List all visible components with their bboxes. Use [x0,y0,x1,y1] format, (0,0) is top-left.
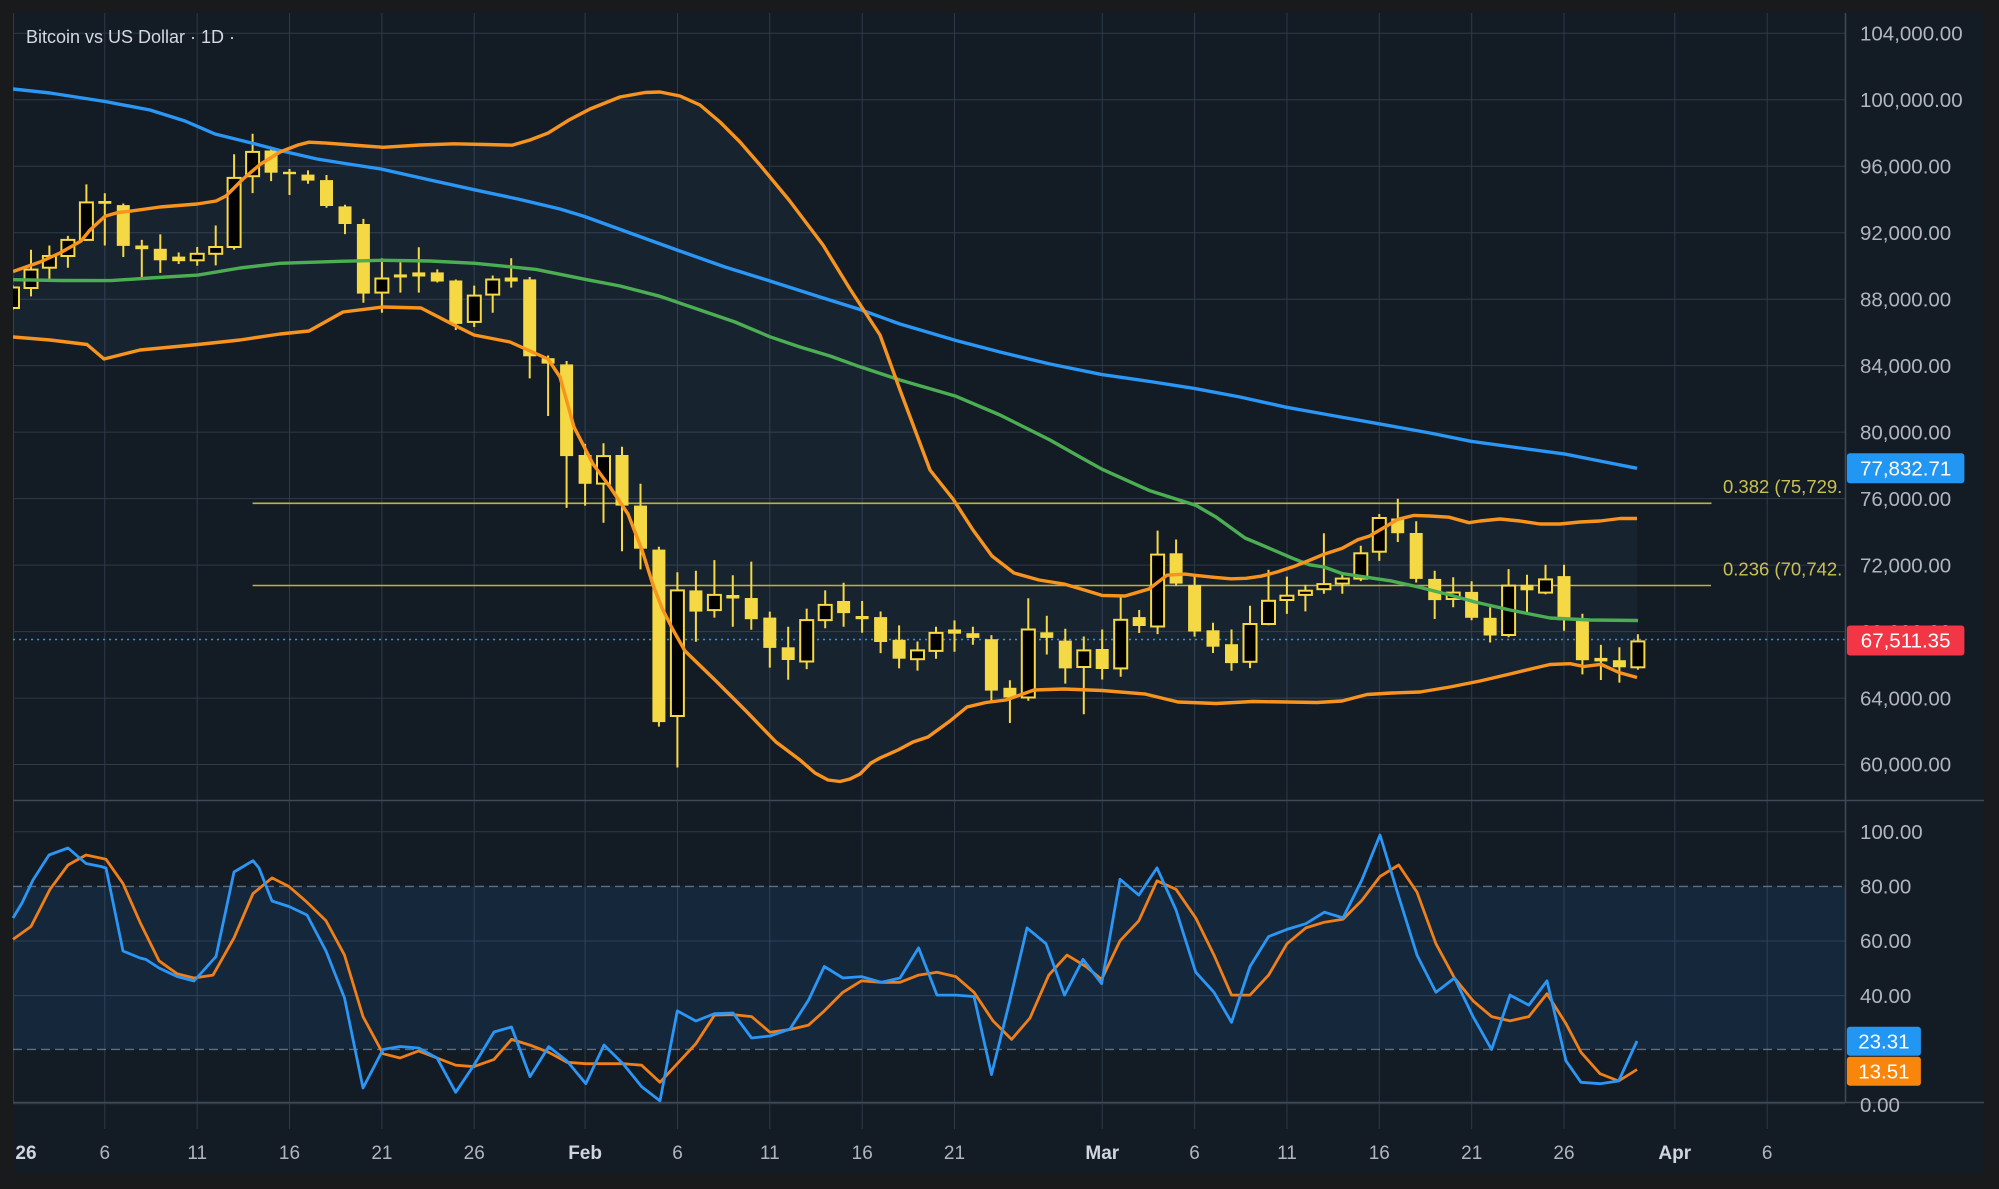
svg-text:21: 21 [371,1143,392,1164]
svg-text:Mar: Mar [1085,1143,1119,1164]
svg-text:16: 16 [279,1143,300,1164]
svg-text:60.00: 60.00 [1860,930,1911,953]
svg-text:0.236 (70,742.: 0.236 (70,742. [1723,559,1842,580]
svg-text:0.00: 0.00 [1860,1094,1900,1117]
svg-text:26: 26 [464,1143,485,1164]
svg-text:11: 11 [760,1143,780,1164]
svg-text:Bitcoin vs US Dollar · 1D ·: Bitcoin vs US Dollar · 1D · [26,27,235,47]
svg-text:11: 11 [1277,1143,1297,1164]
svg-text:100.00: 100.00 [1860,821,1923,844]
svg-text:16: 16 [1369,1143,1390,1164]
svg-text:6: 6 [672,1143,683,1164]
svg-text:76,000.00: 76,000.00 [1860,488,1951,511]
svg-text:16: 16 [852,1143,873,1164]
svg-text:60,000.00: 60,000.00 [1860,754,1951,777]
svg-text:26: 26 [15,1143,36,1164]
svg-text:6: 6 [100,1143,111,1164]
svg-text:100,000.00: 100,000.00 [1860,89,1963,112]
svg-text:92,000.00: 92,000.00 [1860,222,1951,245]
svg-text:80,000.00: 80,000.00 [1860,421,1951,444]
svg-text:6: 6 [1189,1143,1200,1164]
svg-text:80.00: 80.00 [1860,876,1911,899]
svg-text:77,832.71: 77,832.71 [1860,458,1951,481]
svg-text:Feb: Feb [568,1143,602,1164]
svg-text:104,000.00: 104,000.00 [1860,22,1963,45]
svg-text:0.382 (75,729.: 0.382 (75,729. [1723,476,1842,497]
svg-text:6: 6 [1762,1143,1773,1164]
svg-text:40.00: 40.00 [1860,985,1911,1008]
svg-text:11: 11 [187,1143,207,1164]
svg-text:84,000.00: 84,000.00 [1860,355,1951,378]
svg-text:88,000.00: 88,000.00 [1860,288,1951,311]
svg-text:96,000.00: 96,000.00 [1860,155,1951,178]
svg-text:21: 21 [944,1143,965,1164]
svg-text:26: 26 [1553,1143,1574,1164]
svg-text:13.51: 13.51 [1858,1060,1909,1083]
svg-text:64,000.00: 64,000.00 [1860,687,1951,710]
svg-text:72,000.00: 72,000.00 [1860,554,1951,577]
svg-text:67,511.35: 67,511.35 [1861,630,1951,653]
svg-text:Apr: Apr [1658,1143,1691,1164]
svg-text:23.31: 23.31 [1858,1030,1909,1053]
svg-text:21: 21 [1461,1143,1482,1164]
